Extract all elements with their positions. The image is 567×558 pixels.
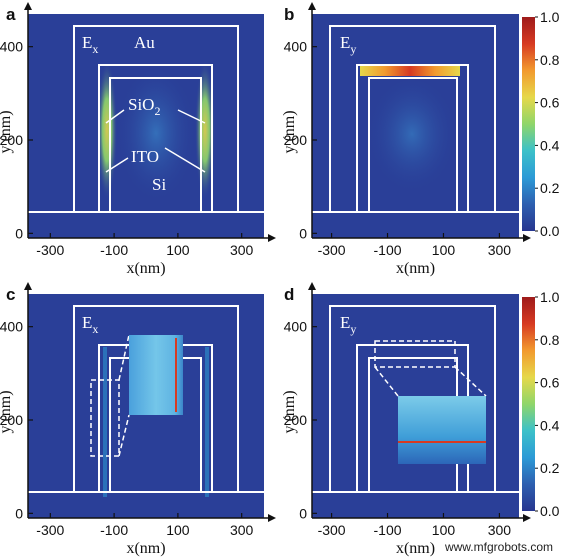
colorbar-1-tick-label: 0.6 xyxy=(540,375,560,391)
panel-c-letter: c xyxy=(6,285,15,304)
panel-c-y-axis-label: y (nm) xyxy=(0,390,14,433)
panel-c-zoom-inset xyxy=(129,335,183,415)
panel-c-x-tick-label: 300 xyxy=(230,522,254,538)
panel-c-x-tick-label: 100 xyxy=(166,522,190,538)
panel-a-annotation-ito: ITO xyxy=(131,147,159,166)
panel-d-y-tick-label: 0 xyxy=(299,505,307,521)
panel-a-y-tick-label: 400 xyxy=(0,39,23,55)
panel-a-x-axis-arrow xyxy=(268,234,276,242)
panel-d-x-tick-label: 100 xyxy=(432,522,456,538)
panel-d-letter: d xyxy=(284,285,294,304)
watermark: www.mfgrobots.com xyxy=(444,540,553,554)
panel-d-x-axis-arrow xyxy=(523,514,531,522)
panel-a-y-axis-label: y (nm) xyxy=(0,110,14,153)
panel-a-field-label: Ex xyxy=(82,33,98,56)
panel-c-x-tick-label: -100 xyxy=(100,522,128,538)
panel-c-field-label: Ex xyxy=(82,313,98,336)
panel-d-x-axis-label: x(nm) xyxy=(396,540,435,557)
colorbar-0-tick-label: 0.6 xyxy=(540,95,560,111)
panel-a-pointers xyxy=(105,109,206,173)
panel-a-y-tick-label: 200 xyxy=(0,132,23,148)
panel-d: Ey d xyxy=(284,285,519,518)
panel-b-y-tick-label: 0 xyxy=(299,225,307,241)
panel-d-zoom-leaders xyxy=(374,366,487,397)
colorbar-0-tick-label: 0.4 xyxy=(540,137,560,153)
panel-d-field-label: Ey xyxy=(340,313,356,336)
panel-c-y-axis-arrow xyxy=(24,282,32,290)
panel-a-x-tick-label: -100 xyxy=(100,242,128,258)
panel-b-x-tick-label: 300 xyxy=(488,242,512,258)
panel-a-left-hotspot xyxy=(97,60,117,200)
panel-b-y-axis-label: y (nm) xyxy=(281,110,298,153)
panel-d-x-tick-label: 300 xyxy=(488,522,512,538)
colorbar-1-tick-label: 0.4 xyxy=(540,417,560,433)
panel-c-left-wall-field xyxy=(103,347,107,497)
panel-b-x-tick-label: 100 xyxy=(432,242,456,258)
panel-c-x-axis-arrow xyxy=(268,514,276,522)
panel-d-zoom-box xyxy=(374,340,456,368)
panel-b-x-axis-label: x(nm) xyxy=(396,260,435,277)
panel-a-annotation-si: Si xyxy=(152,175,166,194)
panel-b-y-tick-label: 200 xyxy=(284,132,308,148)
panel-a-y-axis-arrow xyxy=(24,2,32,10)
colorbars xyxy=(522,17,535,511)
panel-c-y-tick-label: 200 xyxy=(0,412,23,428)
colorbar-top xyxy=(522,17,535,231)
panel-b-y-tick-label: 400 xyxy=(284,39,308,55)
panel-a-y-tick-label: 0 xyxy=(15,225,23,241)
panel-a: Ex Au SiO2 ITO Si a xyxy=(6,5,264,238)
panel-a-x-axis-label: x(nm) xyxy=(126,260,165,277)
panel-b-y-axis-arrow xyxy=(308,2,316,10)
panel-d-zoom-inset xyxy=(398,396,486,464)
panel-d-y-axis-label: y (nm) xyxy=(281,390,298,433)
panel-d-y-tick-label: 200 xyxy=(284,412,308,428)
panel-b-top-hotspot xyxy=(360,66,460,76)
panel-a-annotation-au: Au xyxy=(134,33,155,52)
panel-b: Ey b xyxy=(284,5,519,238)
panel-c-x-axis-label: x(nm) xyxy=(126,540,165,557)
colorbar-1-tick-label: 0.2 xyxy=(540,460,560,476)
panel-c: Ex c xyxy=(6,285,264,518)
panel-c-zoom-leaders xyxy=(118,334,130,457)
panel-a-core-field xyxy=(116,70,196,210)
panel-c-zoom-box xyxy=(90,379,120,457)
panel-d-y-tick-label: 400 xyxy=(284,319,308,335)
panel-d-y-axis-arrow xyxy=(308,282,316,290)
panel-b-field-label: Ey xyxy=(340,33,356,56)
panel-a-x-tick-label: -300 xyxy=(36,242,64,258)
panel-a-x-tick-label: 100 xyxy=(166,242,190,258)
panel-b-x-tick-label: -100 xyxy=(374,242,402,258)
panel-b-core-field xyxy=(367,80,457,200)
panel-c-x-tick-label: -300 xyxy=(36,522,64,538)
colorbar-0-tick-label: 0.8 xyxy=(540,52,560,68)
colorbar-1-tick-label: 0.0 xyxy=(540,503,560,519)
colorbar-0-tick-label: 0.0 xyxy=(540,223,560,239)
panel-c-y-tick-label: 0 xyxy=(15,505,23,521)
colorbar-1-tick-label: 1.0 xyxy=(540,289,560,305)
colorbar-0-tick-label: 0.2 xyxy=(540,180,560,196)
panel-a-outlines xyxy=(28,25,264,213)
colorbar-bottom xyxy=(522,297,535,511)
panel-b-x-tick-label: -300 xyxy=(318,242,346,258)
colorbar-1-tick-label: 0.8 xyxy=(540,332,560,348)
panel-b-x-axis-arrow xyxy=(523,234,531,242)
panel-a-annotation-sio2: SiO2 xyxy=(128,95,160,118)
panel-a-x-tick-label: 300 xyxy=(230,242,254,258)
panel-c-right-wall-field xyxy=(205,347,209,497)
panel-b-outlines xyxy=(312,25,519,213)
panel-a-letter: a xyxy=(6,5,16,24)
panel-d-x-tick-label: -300 xyxy=(318,522,346,538)
colorbar-0-tick-label: 1.0 xyxy=(540,9,560,25)
panel-b-letter: b xyxy=(284,5,294,24)
panel-c-y-tick-label: 400 xyxy=(0,319,23,335)
panel-d-x-tick-label: -100 xyxy=(374,522,402,538)
